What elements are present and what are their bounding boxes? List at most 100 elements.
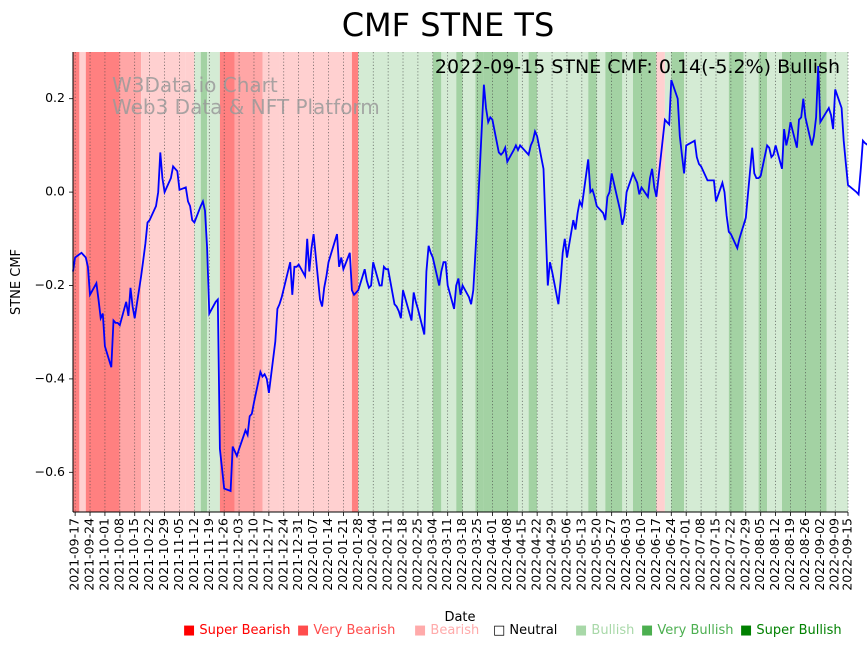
x-tick-label: 2022-06-24 [663,518,678,591]
regime-bands [73,52,848,512]
x-tick-label: 2022-08-05 [752,518,767,591]
x-tick-label: 2021-09-17 [67,518,82,591]
x-tick-label: 2022-01-14 [320,518,335,591]
regime-band-bullish [684,52,729,512]
regime-band-bullish [826,52,848,512]
regime-band-bullish [743,52,759,512]
x-tick-label: 2022-08-12 [767,518,782,591]
regime-band-very_bullish [588,52,597,512]
x-tick-label: 2022-04-29 [544,518,559,591]
regime-band-very_bearish [119,52,142,512]
y-tick-label: 0.2 [45,90,65,105]
x-tick-label: 2021-10-08 [111,518,126,591]
x-tick-label: 2022-07-01 [678,518,693,591]
regime-band-bearish [279,52,352,512]
x-tick-label: 2021-11-05 [171,518,186,591]
y-tick-label: 0.0 [45,184,65,199]
regime-band-bearish [141,52,186,512]
x-tick-label: 2021-10-29 [156,518,171,591]
x-tick-label: 2022-06-03 [618,518,633,591]
x-tick-label: 2022-04-01 [484,518,499,591]
regime-band-very_bullish [528,52,538,512]
legend-item-bullish: ■ Bullish [575,623,634,638]
watermark-line-2: Web3 Data & NFT Platform [112,95,380,119]
legend-item-super-bullish: ■ Super Bullish [740,623,842,638]
x-tick-label: 2022-07-29 [737,518,752,591]
annotation-label: 2022-09-15 STNE CMF: 0.14(-5.2%) Bullish [435,56,840,78]
regime-band-very_bullish [728,52,744,512]
regime-band-bullish [441,52,457,512]
x-tick-label: 2021-10-01 [96,518,111,591]
x-tick-label: 2021-12-24 [275,518,290,591]
x-tick-label: 2021-10-15 [126,518,141,591]
y-axis-ticks: 0.2 0.0 −0.2 −0.4 −0.6 [35,90,73,479]
cmf-series-line [72,65,867,493]
regime-band-bullish [358,52,433,512]
x-tick-label: 2022-05-13 [573,518,588,591]
regime-band-bullish [664,52,672,512]
x-tick-label: 2022-08-19 [782,518,797,591]
regime-band-super_bearish [73,52,80,512]
y-tick-label: −0.4 [35,370,65,385]
x-axis-label: Date [444,610,475,625]
regime-band-bearish [79,52,86,512]
regime-band-bullish [207,52,220,512]
x-tick-label: 2022-07-08 [693,518,708,591]
x-tick-label: 2022-02-11 [380,518,395,591]
regime-band-very_bullish [483,52,518,512]
x-tick-label: 2022-02-25 [409,518,424,591]
x-tick-label: 2022-01-28 [350,518,365,591]
x-tick-label: 2022-01-07 [305,518,320,591]
legend-item-super-bearish: ■ Super Bearish [183,623,291,638]
x-tick-label: 2022-05-20 [588,518,603,591]
x-tick-label: 2022-04-22 [529,518,544,591]
x-tick-label: 2022-06-17 [648,518,663,591]
regime-band-bearish [185,52,195,512]
x-tick-label: 2021-11-26 [216,518,231,591]
regime-band-bearish [656,52,665,512]
x-tick-label: 2022-09-15 [840,518,855,591]
x-tick-label: 2021-12-31 [290,518,305,591]
x-tick-label: 2022-09-09 [827,518,842,591]
x-tick-label: 2022-07-22 [722,518,737,591]
legend-item-bearish: ■ Bearish [414,623,479,638]
regime-band-very_bullish [605,52,623,512]
x-tick-label: 2022-01-21 [335,518,350,591]
x-tick-label: 2022-04-08 [499,518,514,591]
x-tick-label: 2021-11-12 [186,518,201,591]
regime-band-bullish [537,52,589,512]
x-tick-label: 2022-06-10 [633,518,648,591]
regime-band-very_bearish [234,52,263,512]
regime-band-bearish [262,52,280,512]
regime-band-super_bearish [85,52,120,512]
legend-item-very-bearish: ■ Very Bearish [297,623,395,638]
axes [72,52,848,513]
x-tick-label: 2022-03-18 [454,518,469,591]
x-tick-label: 2022-03-04 [424,518,439,591]
regime-band-bullish [462,52,476,512]
legend-item-very-bullish: ■ Very Bullish [641,623,733,638]
chart-title: CMF STNE TS [342,6,555,44]
y-axis-label: STNE CMF [9,249,24,315]
x-tick-label: 2022-03-11 [439,518,454,591]
regime-band-very_bullish [200,52,208,512]
regime-band-bullish [596,52,606,512]
regime-band-bullish [517,52,529,512]
x-tick-label: 2022-02-18 [395,518,410,591]
regime-band-bullish [194,52,201,512]
regime-band-very_bullish [475,52,484,512]
x-axis-ticks: 2021-09-17 2021-09-24 2021-10-01 2021-10-08… [67,512,855,591]
regime-band-bullish [767,52,782,512]
x-tick-label: 2022-08-26 [797,518,812,591]
x-tick-label: 2022-02-04 [365,518,380,591]
y-tick-label: −0.6 [35,464,65,479]
regime-band-very_bullish [758,52,768,512]
regime-band-very_bullish [671,52,685,512]
x-tick-label: 2022-05-06 [558,518,573,591]
x-tick-label: 2021-10-22 [141,518,156,591]
legend: ■ Super Bearish ■ Very Bearish ■ Bearish □ … [183,623,842,638]
x-tick-label: 2021-09-24 [82,518,97,591]
watermark-line-1: W3Data.io Chart [112,73,278,97]
regime-band-bullish [622,52,633,512]
